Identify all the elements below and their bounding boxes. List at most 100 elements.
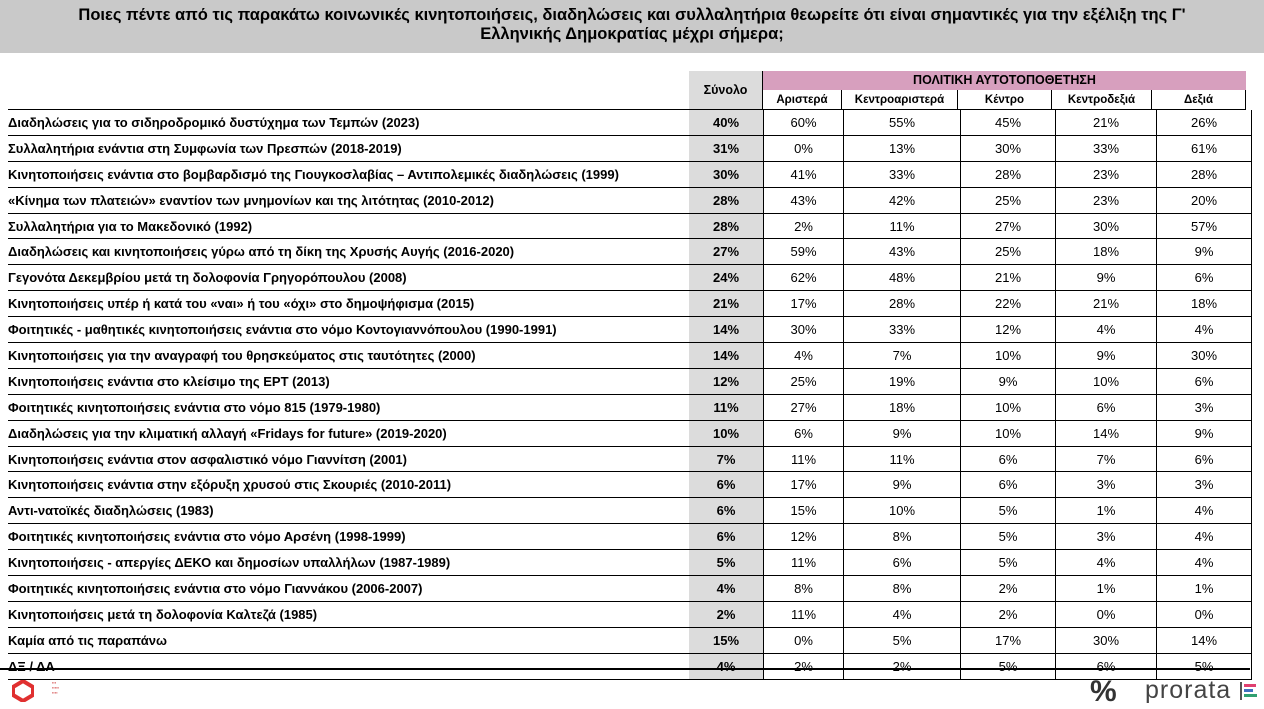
prorata-brand: prorata [1145, 676, 1232, 704]
row-label: Κινητοποιήσεις υπέρ ή κατά του «ναι» ή τ… [8, 290, 689, 318]
results-table: Διαδηλώσεις για το σιδηροδρομικό δυστύχη… [8, 110, 1252, 680]
table-row: Κινητοποιήσεις ενάντια στην εξόρυξη χρυσ… [8, 471, 1252, 499]
red-shape-logo-icon [12, 680, 34, 702]
cell-center-right: 1% [1055, 497, 1157, 525]
cell-center-right: 4% [1055, 549, 1157, 577]
percent-logo-icon: % [1090, 675, 1117, 708]
cell-center-right: 9% [1055, 264, 1157, 292]
political-self-placement-header: ΠΟΛΙΤΙΚΗ ΑΥΤΟΤΟΠΟΘΕΤΗΣΗ [763, 71, 1246, 90]
cell-center: 10% [960, 394, 1056, 421]
cell-left: 0% [763, 627, 844, 654]
cell-right: 4% [1156, 497, 1252, 525]
cell-center-right: 3% [1055, 471, 1157, 499]
cell-center-right: 3% [1055, 523, 1157, 551]
cell-center-left: 8% [843, 575, 961, 602]
total-column-header: Σύνολο [689, 71, 763, 110]
cell-center: 10% [960, 342, 1056, 369]
table-row: Αντι-νατοϊκές διαδηλώσεις (1983) 6% 15% 10%… [8, 497, 1252, 525]
cell-right: 3% [1156, 394, 1252, 421]
row-label: Διαδηλώσεις για το σιδηροδρομικό δυστύχη… [8, 110, 689, 136]
row-total: 28% [689, 187, 764, 214]
row-total: 4% [689, 575, 764, 602]
table-row: Φοιτητικές κινητοποιήσεις ενάντια στο νό… [8, 394, 1252, 421]
cell-right: 26% [1156, 110, 1252, 136]
row-label: Διαδηλώσεις και κινητοποιήσεις γύρω από … [8, 238, 689, 266]
row-total: 6% [689, 471, 764, 499]
column-header-right: Δεξιά [1152, 90, 1246, 110]
cell-center: 17% [960, 627, 1056, 654]
cell-center-left: 9% [843, 420, 961, 447]
cell-center-left: 9% [843, 471, 961, 499]
page-title: Ποιες πέντε από τις παρακάτω κοινωνικές … [0, 0, 1264, 53]
cell-center: 12% [960, 316, 1056, 344]
column-header-center-right: Κεντροδεξιά [1052, 90, 1152, 110]
row-label: Αντι-νατοϊκές διαδηλώσεις (1983) [8, 497, 689, 525]
cell-right: 6% [1156, 446, 1252, 473]
cell-center: 27% [960, 213, 1056, 240]
column-header-center: Κέντρο [958, 90, 1052, 110]
row-total: 4% [689, 653, 764, 680]
cell-left: 17% [763, 290, 844, 318]
cell-center: 9% [960, 368, 1056, 395]
cell-center-left: 5% [843, 627, 961, 654]
cell-left: 41% [763, 161, 844, 188]
row-total: 11% [689, 394, 764, 421]
cell-left: 12% [763, 523, 844, 551]
cell-center-right: 10% [1055, 368, 1157, 395]
political-subheaders: Αριστερά Κεντροαριστερά Κέντρο Κεντροδεξ… [763, 90, 1246, 110]
cell-right: 6% [1156, 368, 1252, 395]
cell-center-right: 9% [1055, 342, 1157, 369]
cell-center-right: 30% [1055, 627, 1157, 654]
cell-center: 2% [960, 601, 1056, 628]
cell-center-left: 43% [843, 238, 961, 266]
cell-center-right: 14% [1055, 420, 1157, 447]
table-row: Συλλαλητήρια ενάντια στη Συμφωνία των Πρ… [8, 135, 1252, 162]
row-total: 7% [689, 446, 764, 473]
cell-right: 0% [1156, 601, 1252, 628]
cell-center-left: 11% [843, 213, 961, 240]
cell-center-left: 13% [843, 135, 961, 162]
row-label: Κινητοποιήσεις ενάντια στο βομβαρδισμό τ… [8, 161, 689, 188]
cell-center-left: 28% [843, 290, 961, 318]
table-row: Φοιτητικές κινητοποιήσεις ενάντια στο νό… [8, 575, 1252, 602]
cell-right: 9% [1156, 238, 1252, 266]
row-label: «Κίνημα των πλατειών» εναντίον των μνημο… [8, 187, 689, 214]
table-row: Κινητοποιήσεις ενάντια στο βομβαρδισμό τ… [8, 161, 1252, 188]
cell-center-left: 6% [843, 549, 961, 577]
prorata-bars-icon [1240, 682, 1257, 700]
cell-left: 6% [763, 420, 844, 447]
cell-center-left: 4% [843, 601, 961, 628]
cell-left: 15% [763, 497, 844, 525]
table-row: Κινητοποιήσεις ενάντια στον ασφαλιστικό … [8, 446, 1252, 473]
cell-center-right: 6% [1055, 394, 1157, 421]
cell-center: 6% [960, 446, 1056, 473]
cell-center-right: 23% [1055, 161, 1157, 188]
header-divider [8, 109, 1246, 110]
cell-center-right: 1% [1055, 575, 1157, 602]
cell-center-right: 33% [1055, 135, 1157, 162]
column-header-left: Αριστερά [763, 90, 842, 110]
cell-center-left: 48% [843, 264, 961, 292]
row-total: 6% [689, 497, 764, 525]
cell-right: 4% [1156, 523, 1252, 551]
cell-left: 25% [763, 368, 844, 395]
row-total: 24% [689, 264, 764, 292]
cell-center-right: 21% [1055, 290, 1157, 318]
cell-center-left: 2% [843, 653, 961, 680]
row-total: 5% [689, 549, 764, 577]
row-label: Κινητοποιήσεις μετά τη δολοφονία Καλτεζά… [8, 601, 689, 628]
table-row: Φοιτητικές - μαθητικές κινητοποιήσεις εν… [8, 316, 1252, 344]
cell-center-left: 11% [843, 446, 961, 473]
cell-center: 22% [960, 290, 1056, 318]
cell-right: 3% [1156, 471, 1252, 499]
cell-center: 5% [960, 497, 1056, 525]
cell-center-left: 7% [843, 342, 961, 369]
row-total: 10% [689, 420, 764, 447]
cell-center: 25% [960, 187, 1056, 214]
row-total: 14% [689, 342, 764, 369]
table-row: Κινητοποιήσεις - απεργίες ΔΕΚΟ και δημοσ… [8, 549, 1252, 577]
table-row: «Κίνημα των πλατειών» εναντίον των μνημο… [8, 187, 1252, 214]
cell-center: 10% [960, 420, 1056, 447]
cell-right: 4% [1156, 549, 1252, 577]
column-header-center-left: Κεντροαριστερά [842, 90, 958, 110]
